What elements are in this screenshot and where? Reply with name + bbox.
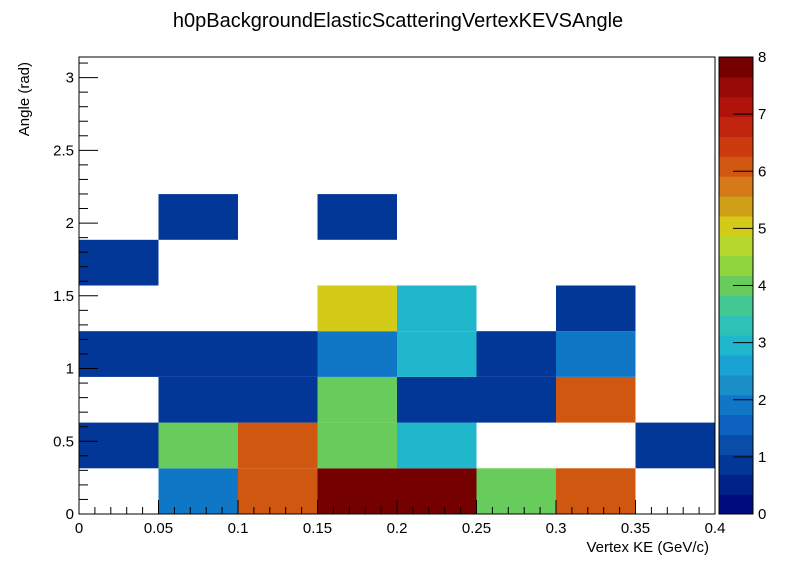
heatmap-cell	[476, 331, 556, 377]
heatmap-cell	[397, 422, 477, 469]
heatmap-cell	[158, 194, 238, 240]
heatmap-cell	[397, 331, 477, 377]
palette-swatch	[719, 374, 753, 396]
y-tick-label: 0	[66, 506, 74, 523]
palette-tick-label: 4	[758, 278, 766, 295]
x-tick-label: 0.2	[387, 520, 408, 537]
palette-swatch	[719, 136, 753, 157]
palette-tick-label: 6	[758, 163, 766, 180]
x-tick-label: 0.3	[546, 520, 567, 537]
y-tick-label: 2.5	[53, 142, 74, 159]
heatmap-cell	[79, 331, 159, 377]
heatmap-cell	[556, 331, 636, 377]
heatmap-cell	[158, 422, 238, 469]
y-tick-label: 2	[66, 215, 74, 232]
heatmap-cell	[397, 376, 477, 423]
heatmap-cell	[397, 285, 477, 332]
heatmap-cell	[79, 422, 159, 469]
palette-swatch	[719, 215, 753, 237]
palette-swatch	[719, 494, 753, 515]
palette-swatch	[719, 156, 753, 177]
x-tick-label: 0.35	[621, 520, 650, 537]
x-tick-label: 0.4	[705, 520, 726, 537]
palette-swatch	[719, 394, 753, 416]
palette-tick-label: 1	[758, 449, 766, 466]
heatmap-cell	[238, 331, 318, 377]
x-tick-label: 0.05	[144, 520, 173, 537]
y-tick-label: 0.5	[53, 433, 74, 450]
heatmap-cell	[317, 422, 397, 469]
color-palette: 0 1 2 3 4 5 6 7 8	[718, 49, 766, 523]
palette-swatch	[719, 474, 753, 495]
palette-swatch	[719, 335, 753, 356]
palette-swatch	[719, 414, 753, 436]
heatmap-cell	[556, 285, 636, 332]
heatmap-cell	[158, 376, 238, 423]
heatmap-cell	[238, 468, 318, 514]
x-axis-title: Vertex KE (GeV/c)	[586, 539, 709, 556]
palette-swatch	[719, 116, 753, 137]
palette-swatch	[719, 315, 753, 336]
palette-swatch	[719, 255, 753, 277]
heatmap-cells	[79, 194, 715, 514]
y-axis-title: Angle (rad)	[16, 62, 33, 136]
palette-tick-label: 0	[758, 506, 766, 523]
heatmap-cell	[317, 468, 397, 514]
heatmap-cell	[238, 376, 318, 423]
palette-tick-label: 2	[758, 392, 766, 409]
y-tick-label: 1	[66, 361, 74, 378]
heatmap-cell	[635, 422, 715, 469]
palette-swatch	[719, 176, 753, 197]
heatmap-cell	[158, 468, 238, 514]
heatmap-cell	[476, 468, 556, 514]
palette-swatch	[719, 295, 753, 316]
heatmap-cell	[238, 422, 318, 469]
palette-tick-label: 8	[758, 49, 766, 66]
heatmap-cell	[397, 468, 477, 514]
x-tick-label: 0.25	[462, 520, 491, 537]
heatmap-cell	[317, 376, 397, 423]
x-tick-label: 0.15	[303, 520, 332, 537]
x-tick-label: 0	[75, 520, 83, 537]
palette-swatch	[719, 355, 753, 376]
heatmap-cell	[476, 376, 556, 423]
heatmap-cell	[317, 194, 397, 240]
heatmap-cell	[317, 331, 397, 377]
palette-swatch	[719, 196, 753, 217]
y-tick-label: 1.5	[53, 288, 74, 305]
palette-tick-label: 3	[758, 335, 766, 352]
y-tick-label: 3	[66, 70, 74, 87]
palette-tick-label: 7	[758, 106, 766, 123]
heatmap-cell	[556, 376, 636, 423]
heatmap-cell	[79, 239, 159, 286]
heatmap-cell	[317, 285, 397, 332]
axes: 0 0.05 0.1 0.15 0.2 0.25 0.3 0.35 0.4 0 0.5 1 1.5 2 2.…	[53, 62, 726, 537]
x-tick-label: 0.1	[228, 520, 249, 537]
chart-title: h0pBackgroundElasticScatteringVertexKEVS…	[173, 10, 623, 32]
palette-swatch	[719, 76, 753, 98]
heatmap-cell	[158, 331, 238, 377]
palette-tick-label: 5	[758, 220, 766, 237]
palette-swatch	[719, 57, 753, 78]
heatmap-cell	[556, 468, 636, 514]
palette-swatch	[719, 96, 753, 118]
palette-swatch	[719, 434, 753, 455]
palette-swatch	[719, 454, 753, 475]
palette-swatch	[719, 235, 753, 257]
